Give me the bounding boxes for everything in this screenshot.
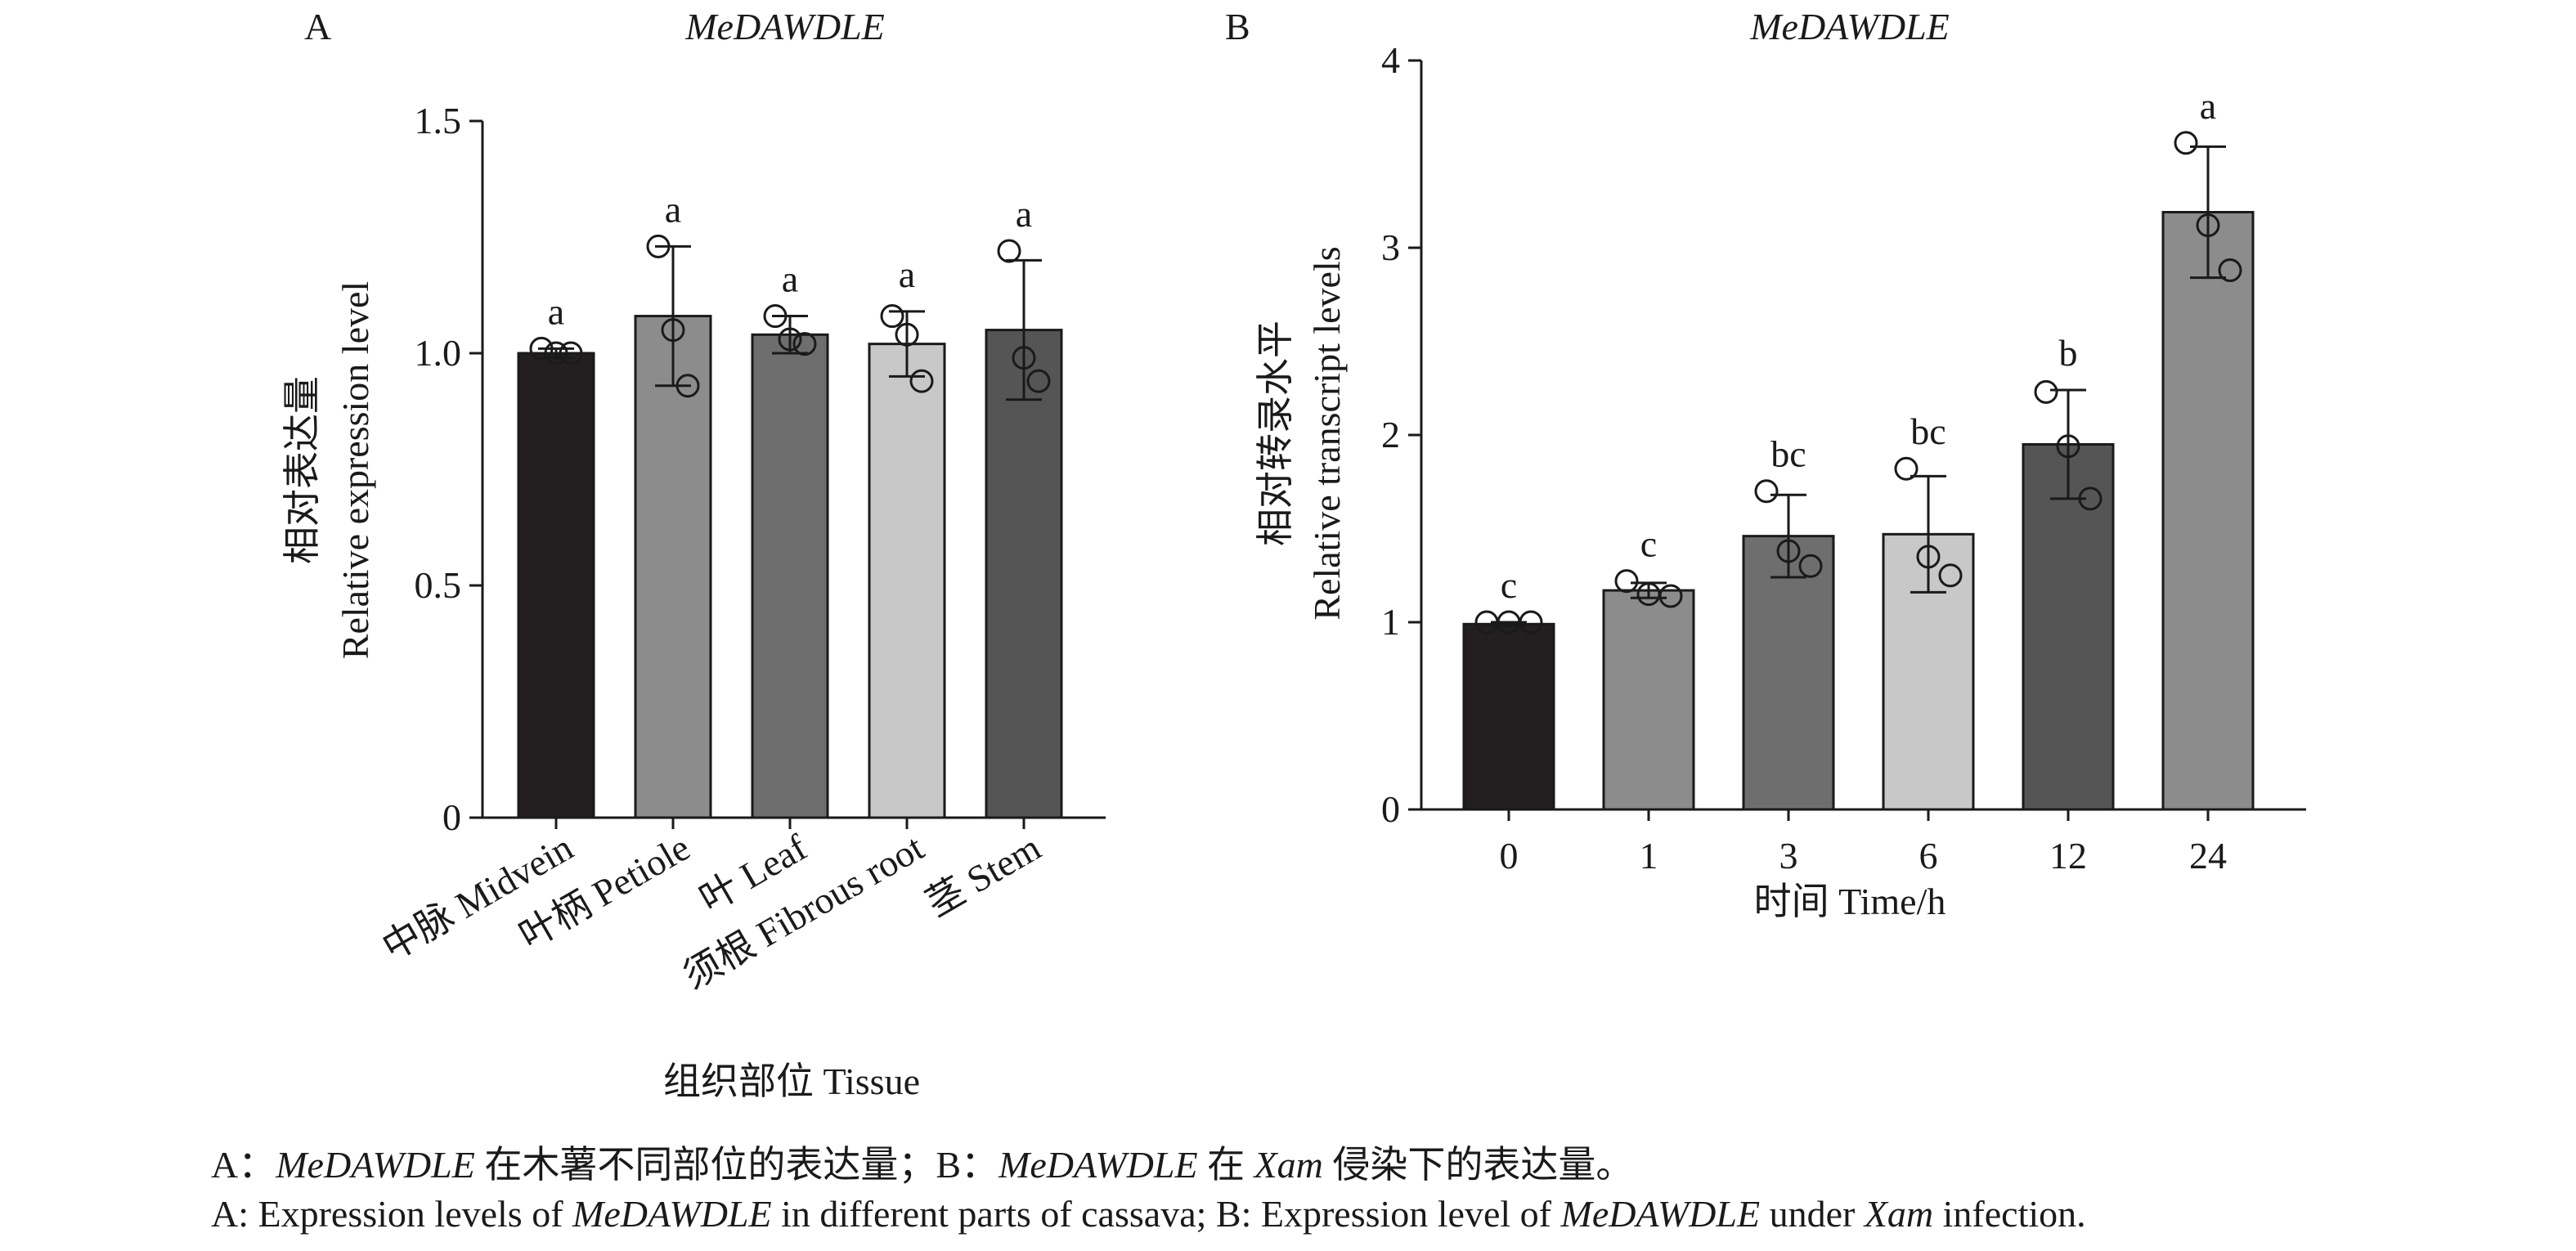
significance-letter: c [1501,564,1517,606]
caption-run: infection. [1933,1193,2086,1235]
bar [985,329,1063,819]
y-tick-label: 0 [442,796,461,838]
bar [517,352,595,819]
significance-letter: a [899,253,915,295]
bar [868,343,946,819]
data-point [646,234,671,258]
caption-run: MeDAWDLE [276,1144,475,1186]
x-tick-label: 3 [1779,835,1798,877]
data-point [1614,569,1639,594]
significance-letter: a [665,188,681,230]
caption-run: A: Expression levels of [211,1193,573,1235]
significance-letter: a [548,290,564,332]
x-tick-label: 茎 Stem [919,826,1048,924]
bar [1742,535,1835,811]
data-point [1916,545,1941,569]
bar [1602,589,1695,811]
data-point [2034,379,2058,404]
figure-caption-zh: A：MeDAWDLE 在木薯不同部位的表达量；B：MeDAWDLE 在 Xam … [211,1135,1633,1189]
x-tick-label: 24 [2189,835,2227,877]
chart-title-b: MeDAWDLE [1749,6,1950,47]
caption-run: 在 [1197,1144,1254,1186]
significance-letter: b [2059,332,2078,374]
data-point [1798,554,1823,578]
chart-title-a: MeDAWDLE [684,6,885,47]
data-point [895,322,919,347]
data-point [2218,258,2242,282]
caption-run: under [1760,1193,1865,1235]
data-point [1938,563,1963,588]
data-point [661,318,685,343]
figure-caption-en: A: Expression levels of MeDAWDLE in diff… [211,1192,2086,1235]
data-point [2078,486,2103,511]
bar [2161,210,2255,811]
caption-run: 侵染下的表达量。 [1322,1144,1634,1186]
data-point [997,239,1021,263]
y-tick-label: 4 [1381,39,1400,81]
y-tick-label: 1 [1381,601,1400,643]
y-axis-label-b-en: Relative transcript levels [1306,246,1348,620]
x-axis-label-a: 组织部位 Tissue [663,1060,920,1102]
y-tick-label: 1.0 [415,332,462,374]
data-point [763,304,788,329]
bar [634,315,712,819]
data-point [2174,131,2198,155]
bar [1462,622,1555,811]
data-point [2056,434,2080,459]
data-point [2196,213,2220,238]
caption-run: A： [211,1144,276,1186]
data-point [1519,610,1543,634]
y-axis-label-a-en: Relative expression level [334,281,376,659]
significance-letter: bc [1770,433,1806,475]
x-tick-label: 6 [1919,835,1938,877]
y-tick-label: 2 [1381,414,1400,455]
significance-letter: a [782,258,798,300]
caption-run: Xam [1864,1193,1934,1235]
data-point [559,341,583,365]
x-tick-label: 12 [2049,835,2087,877]
y-tick-label: 0.5 [415,564,462,606]
caption-run: 在木薯不同部位的表达量；B： [474,1144,999,1186]
caption-run: in different parts of cassava; B: Expres… [771,1193,1561,1235]
x-axis-label-b: 时间 Time/h [1754,881,1946,922]
x-tick-label: 1 [1640,835,1658,877]
data-point [675,374,700,398]
caption-run: Xam [1254,1144,1323,1186]
data-point [880,304,904,329]
data-point [1658,584,1683,608]
data-point [1026,369,1051,393]
data-point [1894,456,1919,481]
x-tick-label: 0 [1500,835,1519,877]
y-axis-label-a-zh: 相对表达量 [281,376,323,564]
y-tick-label: 1.5 [415,100,462,141]
panel-b: B MeDAWDLE 相对转录水平 Relative transcript le… [1225,6,2306,922]
panel-label-b: B [1225,6,1250,47]
significance-letter: a [1016,193,1032,235]
bar [751,333,829,819]
significance-letter: bc [1910,410,1945,452]
caption-run: MeDAWDLE [999,1144,1198,1186]
data-point [1012,346,1036,370]
data-point [1776,539,1801,563]
y-axis-label-b-zh: 相对转录水平 [1254,321,1296,546]
significance-letter: a [2200,85,2216,127]
caption-run: MeDAWDLE [572,1193,772,1235]
significance-letter: c [1640,523,1657,565]
data-point [1754,479,1779,504]
data-point [544,341,568,365]
caption-run: MeDAWDLE [1560,1193,1761,1235]
data-point [529,336,554,361]
data-point [792,332,817,356]
panel-a: A MeDAWDLE 相对表达量 Relative expression lev… [281,6,1106,1102]
data-point [909,369,934,393]
y-tick-label: 3 [1381,226,1400,268]
y-tick-label: 0 [1381,788,1400,830]
panel-label-a: A [304,6,331,47]
data-point [778,327,802,352]
